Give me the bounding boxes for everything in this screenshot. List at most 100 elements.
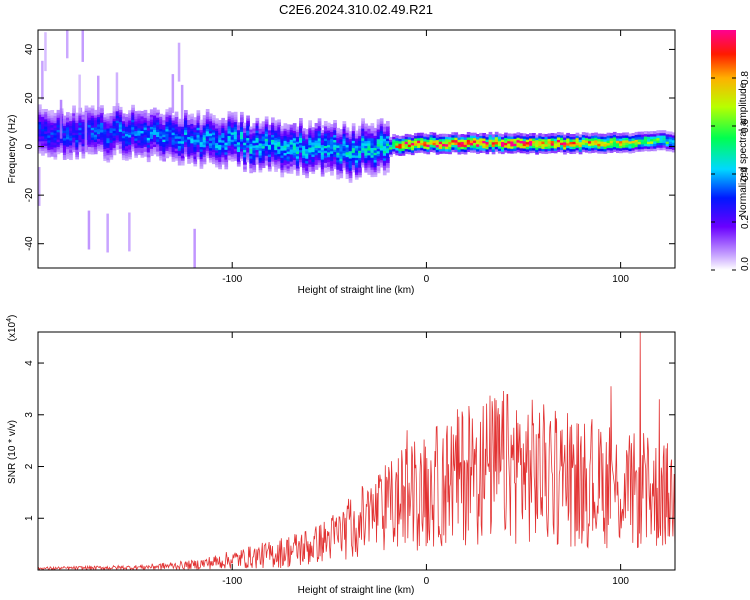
snr-x-ticks: -100 0 100 xyxy=(222,332,629,587)
spectrogram-cell xyxy=(38,135,42,139)
spectrogram-cell xyxy=(66,143,70,147)
spectrogram-cell xyxy=(330,160,334,164)
spectrogram-cell xyxy=(131,104,135,108)
spectrogram-cell xyxy=(62,142,67,146)
spectrogram-cell xyxy=(491,148,496,152)
spectrogram-cell xyxy=(271,153,275,157)
spectrogram-cell xyxy=(205,118,210,122)
spectrogram-cell xyxy=(382,128,387,132)
spectrogram-cell xyxy=(196,115,201,119)
spectrogram-cell xyxy=(323,150,328,154)
spectrogram-cell xyxy=(451,139,456,143)
spectrogram-cell xyxy=(280,150,285,154)
spectrogram-cell xyxy=(529,140,533,144)
spectrogram-cell xyxy=(423,136,428,140)
spectrogram-cell xyxy=(283,152,288,156)
spectrogram-cell xyxy=(317,154,322,158)
spectrogram-cell xyxy=(233,126,238,130)
spectrogram-cell xyxy=(671,144,675,148)
spectrogram-cell xyxy=(274,156,278,160)
spectrogram-cell xyxy=(47,149,52,153)
spectrogram-cell xyxy=(159,133,163,137)
spectrogram-cell xyxy=(240,148,244,152)
spectrogram-cell xyxy=(87,148,92,152)
spectrogram-cell xyxy=(180,84,184,124)
spectrogram-cell xyxy=(339,155,344,159)
colorbar: 0.00.20.40.60.8 Normalized spectral ampl… xyxy=(711,30,750,271)
spectrogram-cell xyxy=(75,132,80,136)
spectrogram-cell xyxy=(323,159,328,163)
spectrogram-cell xyxy=(240,131,244,135)
spectrogram-cell xyxy=(457,134,462,138)
spectrogram-cell xyxy=(460,143,465,147)
spectrogram-cell xyxy=(218,166,222,170)
spectrogram-cell xyxy=(53,142,58,146)
spectrogram-cell xyxy=(255,147,260,151)
spectrogram-cell xyxy=(634,148,639,152)
spectrogram-cell xyxy=(177,143,182,147)
spectrogram-cell xyxy=(66,30,69,59)
spectrogram-cell xyxy=(205,155,210,159)
spectrogram-cell xyxy=(252,154,257,158)
spectrogram-cell xyxy=(473,139,477,143)
spectrogram-cell xyxy=(432,139,437,143)
spectrogram-cell xyxy=(159,140,163,144)
spectrogram-cell xyxy=(224,154,229,158)
spectrogram-cell xyxy=(140,137,145,141)
spectrogram-cell xyxy=(320,166,325,170)
spectrogram-cell xyxy=(87,112,92,116)
spectrogram-cell xyxy=(143,143,148,147)
spectrogram-cell xyxy=(121,140,126,144)
spectrogram-cell xyxy=(292,147,297,151)
spectrogram-cell xyxy=(438,146,443,150)
spectrogram-cell xyxy=(485,148,490,152)
spectrogram-cell xyxy=(330,131,334,135)
spectrogram-cell xyxy=(311,134,316,138)
spectrogram-cell xyxy=(367,142,372,146)
spectrogram-cell xyxy=(165,113,170,117)
spectrogram-cell xyxy=(376,133,381,137)
spectrogram-cell xyxy=(174,128,179,132)
spectrogram-cell xyxy=(463,139,468,143)
spectrogram-cell xyxy=(370,145,375,149)
spectrogram-cell xyxy=(221,125,226,129)
spectrogram-cell xyxy=(429,136,434,140)
spectrogram-cell xyxy=(339,141,344,145)
spectrogram-cell xyxy=(218,146,222,150)
spectrogram-cell xyxy=(516,142,521,146)
spectrogram-cell xyxy=(202,146,207,150)
spectrogram-cell xyxy=(149,140,154,144)
spectrogram-cell xyxy=(609,142,614,146)
spectrogram-cell xyxy=(134,147,139,151)
spectrogram-cell xyxy=(597,148,602,152)
spectrogram-cell xyxy=(41,121,45,125)
spectrogram-cell xyxy=(87,119,92,123)
spectrogram-cell xyxy=(460,146,465,150)
spectrogram-cell xyxy=(271,139,275,143)
spectrogram-cell xyxy=(420,135,424,139)
spectrogram-cell xyxy=(510,150,515,154)
spectrogram-cell xyxy=(180,143,185,147)
spectrogram-cell xyxy=(572,146,577,150)
spectrogram-cell xyxy=(53,115,58,119)
spectrogram-cell xyxy=(252,166,257,170)
spectrogram-cell xyxy=(358,174,362,178)
spectrogram-cell xyxy=(258,164,263,168)
spectrogram-cell xyxy=(292,157,297,161)
spectrogram-cell xyxy=(264,133,269,137)
spectrogram-cell xyxy=(38,109,42,113)
spectrogram-cell xyxy=(376,124,381,128)
spectrogram-cell xyxy=(168,119,173,123)
spectrogram-cell xyxy=(308,139,313,143)
spectrogram-cell xyxy=(560,134,564,138)
spectrogram-cell xyxy=(305,153,309,157)
spectrogram-cell xyxy=(631,150,636,154)
spectrogram-cell xyxy=(584,139,589,143)
spectrogram-cell xyxy=(609,147,614,151)
spectrogram-cell xyxy=(271,151,275,155)
spectrogram-cell xyxy=(255,125,260,129)
spectrogram-cell xyxy=(252,144,257,148)
spectrogram-cell xyxy=(205,111,210,115)
spectrogram-cell xyxy=(395,152,400,156)
spectrogram-cell xyxy=(41,130,45,134)
